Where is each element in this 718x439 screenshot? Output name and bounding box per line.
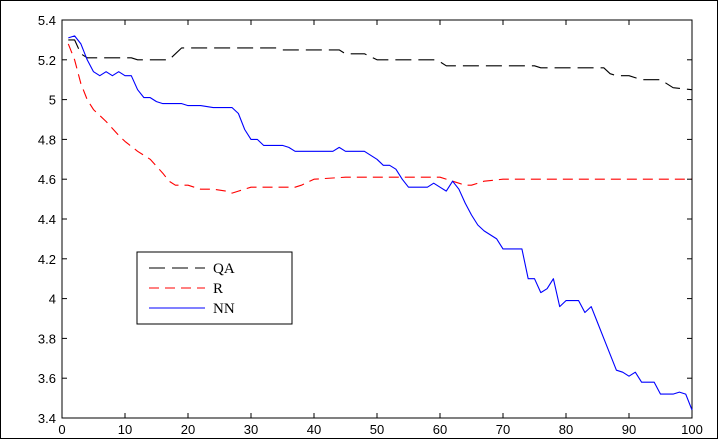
x-tick-label: 30 <box>244 422 258 437</box>
legend-label-r: R <box>213 281 223 297</box>
x-tick-label: 80 <box>559 422 573 437</box>
y-tick-label: 3.6 <box>38 371 56 386</box>
y-tick-label: 3.4 <box>38 411 56 426</box>
y-tick-label: 5 <box>49 93 56 108</box>
x-tick-label: 50 <box>370 422 384 437</box>
y-tick-label: 4.8 <box>38 132 56 147</box>
y-tick-label: 4.2 <box>38 252 56 267</box>
x-tick-label: 70 <box>496 422 510 437</box>
x-tick-label: 40 <box>307 422 321 437</box>
legend-label-qa: QA <box>213 261 235 277</box>
y-tick-label: 4.6 <box>38 172 56 187</box>
y-tick-label: 3.8 <box>38 331 56 346</box>
x-tick-label: 60 <box>433 422 447 437</box>
x-tick-label: 90 <box>622 422 636 437</box>
x-tick-label: 0 <box>58 422 65 437</box>
y-tick-label: 4.4 <box>38 212 56 227</box>
legend-label-nn: NN <box>213 301 235 317</box>
legend-box <box>136 251 293 325</box>
y-tick-label: 5.2 <box>38 53 56 68</box>
x-tick-label: 20 <box>181 422 195 437</box>
series-line-nn <box>68 35 693 411</box>
y-tick-label: 4 <box>49 292 56 307</box>
y-tick-label: 5.4 <box>38 13 56 28</box>
x-tick-label: 10 <box>118 422 132 437</box>
x-tick-label: 100 <box>681 422 703 437</box>
series-line-qa <box>68 39 693 91</box>
plot-area <box>61 19 693 419</box>
series-line-r <box>67 43 692 194</box>
